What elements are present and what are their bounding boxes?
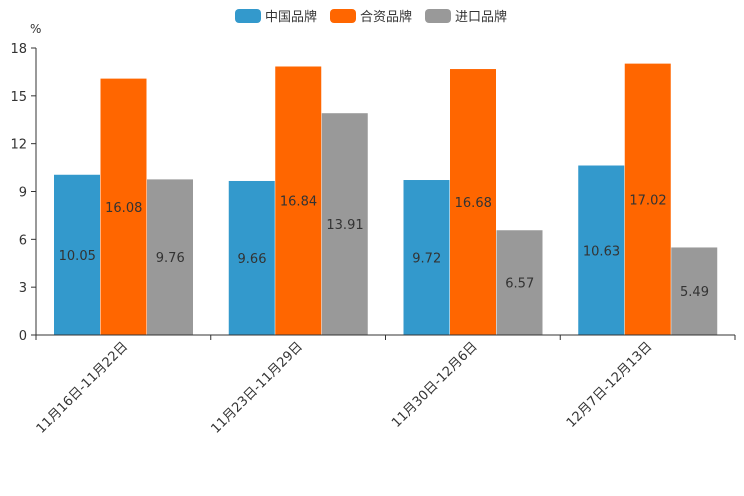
data-label: 5.49 (680, 285, 709, 300)
x-category-label: 11月23日-11月29日 (208, 339, 305, 436)
legend-label-3: 进口品牌 (455, 9, 507, 25)
bar-1-1 (54, 174, 100, 335)
y-tick-label: 0 (19, 329, 27, 344)
bar-3-3 (496, 230, 543, 335)
bar-1-3 (403, 180, 450, 335)
bar-2-1 (100, 78, 147, 335)
y-tick-label: 6 (19, 233, 27, 248)
data-label: 13.91 (326, 218, 363, 233)
data-label: 16.68 (455, 196, 492, 211)
bar-3-2 (321, 113, 368, 336)
y-tick-label: 12 (10, 138, 27, 153)
y-tick-label: 15 (10, 90, 27, 105)
bar-1-2 (228, 180, 275, 335)
y-axis-unit-label: % (30, 22, 41, 36)
bar-3-4 (671, 247, 718, 335)
data-label: 9.66 (238, 252, 267, 267)
data-label: 6.57 (505, 277, 534, 292)
chart-legend: 中国品牌 合资品牌 进口品牌 (235, 9, 507, 25)
data-label: 10.05 (59, 249, 96, 264)
bar-2-2 (275, 66, 322, 336)
data-label: 16.08 (105, 201, 142, 216)
x-category-label: 12月7日-12月13日 (564, 339, 656, 431)
bar-series-group: 10.05 16.08 9.76 9.66 16.84 13.91 9.72 16.68 6.5… (54, 63, 718, 336)
data-label: 17.02 (629, 193, 666, 208)
legend-swatch-3 (425, 9, 451, 23)
data-label: 16.84 (280, 195, 317, 210)
data-label: 9.76 (156, 251, 185, 266)
y-tick-label: 18 (10, 42, 27, 57)
legend-label-2: 合资品牌 (360, 9, 412, 25)
legend-swatch-2 (330, 9, 356, 23)
bar-2-3 (450, 69, 496, 336)
x-category-label: 11月30日-12月6日 (389, 339, 481, 431)
data-label: 10.63 (583, 244, 620, 259)
x-axis: 11月16日-11月22日 11月23日-11月29日 11月30日-12月6日 12… (34, 334, 736, 437)
legend-label-1: 中国品牌 (265, 9, 317, 25)
x-category-label: 11月16日-11月22日 (34, 339, 131, 436)
data-label: 9.72 (412, 252, 441, 267)
bar-2-4 (624, 63, 671, 336)
y-tick-label: 9 (19, 186, 27, 201)
y-tick-label: 3 (19, 281, 27, 296)
bar-3-1 (147, 179, 193, 335)
bar-1-4 (578, 165, 625, 335)
y-axis: 0 3 6 9 12 15 18 (10, 42, 37, 344)
legend-swatch-1 (235, 9, 261, 23)
